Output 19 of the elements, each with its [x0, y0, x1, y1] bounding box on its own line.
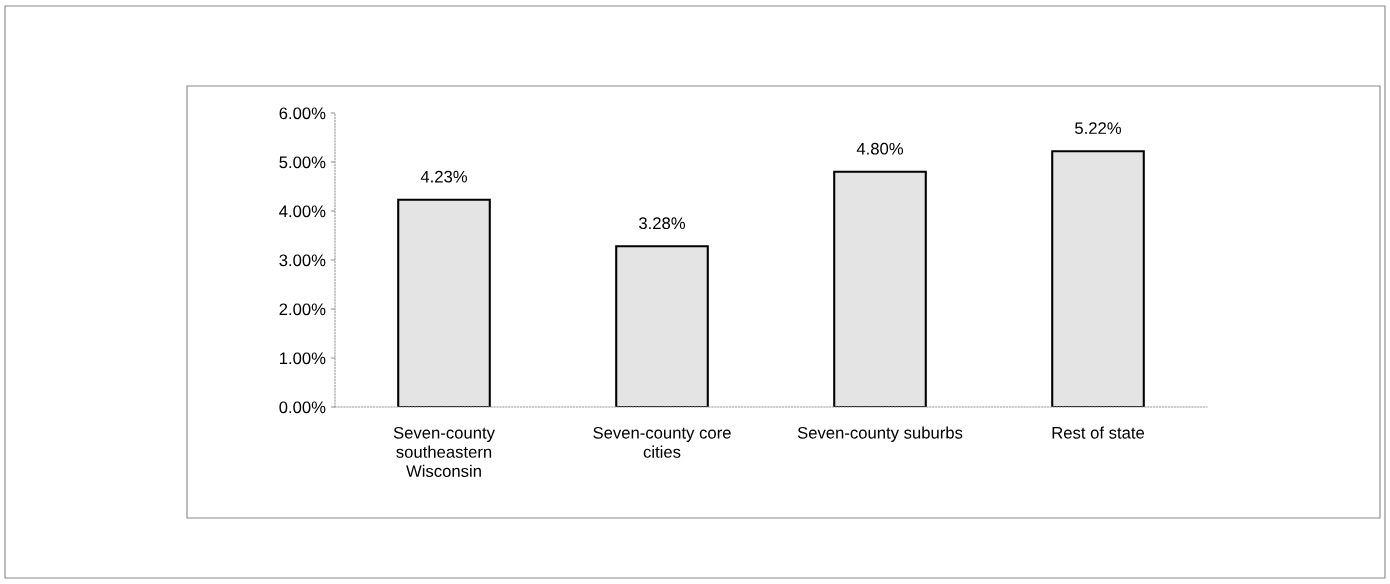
- y-tick-label: 2.00%: [279, 303, 326, 316]
- x-tick-label: Rest of state: [1052, 426, 1145, 439]
- x-tick-label: Seven-county suburbs: [797, 426, 963, 442]
- data-label: 3.28%: [639, 217, 686, 230]
- data-label: 5.22%: [1075, 122, 1122, 135]
- bar: [833, 170, 927, 407]
- data-label: 4.80%: [856, 142, 904, 155]
- y-tick-label: 4.00%: [279, 205, 326, 218]
- y-tick-label: 1.00%: [279, 352, 326, 365]
- y-tick-label: 6.00%: [279, 107, 326, 120]
- y-tick-label: 0.00%: [279, 401, 326, 414]
- data-label: 4.23%: [420, 170, 468, 183]
- bar: [615, 245, 709, 407]
- y-tick-label: 3.00%: [279, 254, 326, 267]
- bar: [1051, 150, 1145, 407]
- x-tick-label: Seven-county core cities: [593, 426, 731, 458]
- x-tick-label: Seven-county southeastern Wisconsin: [393, 426, 495, 478]
- y-tick-label: 5.00%: [279, 156, 326, 169]
- bar: [397, 198, 491, 407]
